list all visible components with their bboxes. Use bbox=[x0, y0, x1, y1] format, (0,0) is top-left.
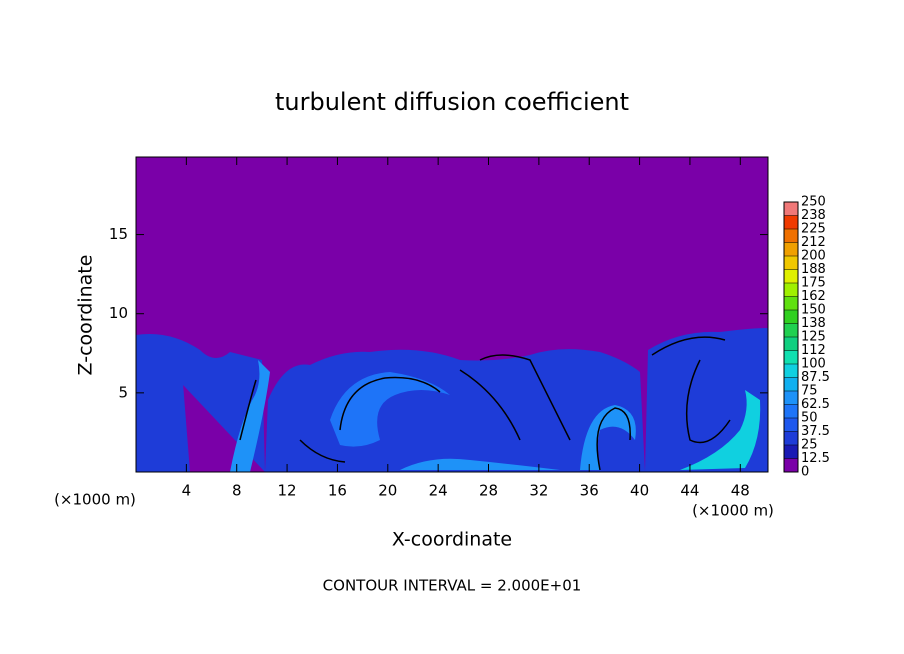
colorbar-label: 150 bbox=[801, 303, 826, 318]
colorbar-label: 100 bbox=[801, 357, 826, 372]
colorbar-label: 75 bbox=[801, 384, 818, 399]
x-unit-left: (×1000 m) bbox=[54, 491, 136, 509]
colorbar-bin bbox=[784, 296, 798, 310]
colorbar-bin bbox=[784, 391, 798, 405]
field-streak bbox=[580, 405, 636, 470]
colorbar-label: 138 bbox=[801, 316, 826, 331]
colorbar-bin bbox=[784, 242, 798, 256]
colorbar-bin bbox=[784, 256, 798, 270]
field-streak bbox=[330, 372, 450, 447]
y-tick-label: 15 bbox=[109, 225, 128, 243]
chart-title: turbulent diffusion coefficient bbox=[275, 88, 629, 116]
x-tick-label: 32 bbox=[529, 482, 548, 500]
colorbar-label: 62.5 bbox=[801, 397, 830, 412]
x-tick-label: 12 bbox=[278, 482, 297, 500]
colorbar-bin bbox=[784, 458, 798, 472]
colorbar-label: 87.5 bbox=[801, 370, 830, 385]
colorbar-label: 225 bbox=[801, 222, 826, 237]
colorbar-bin bbox=[784, 323, 798, 337]
colorbar-bin bbox=[784, 364, 798, 378]
colorbar-bin bbox=[784, 377, 798, 391]
x-axis-label: X-coordinate bbox=[392, 529, 512, 551]
y-tick-label: 10 bbox=[109, 304, 128, 322]
colorbar-bin bbox=[784, 229, 798, 243]
x-tick-label: 28 bbox=[479, 482, 498, 500]
colorbar-bin bbox=[784, 337, 798, 351]
colorbar-label: 112 bbox=[801, 343, 826, 358]
colorbar-label: 25 bbox=[801, 438, 818, 453]
colorbar-label: 175 bbox=[801, 276, 826, 291]
x-tick-label: 48 bbox=[731, 482, 750, 500]
colorbar-bin bbox=[784, 445, 798, 459]
x-tick-label: 24 bbox=[429, 482, 448, 500]
contour-interval: CONTOUR INTERVAL = 2.000E+01 bbox=[323, 577, 582, 595]
colorbar-label: 238 bbox=[801, 208, 826, 223]
x-tick-label: 8 bbox=[232, 482, 242, 500]
colorbar-label: 188 bbox=[801, 262, 826, 277]
y-axis-label: Z-coordinate bbox=[75, 255, 97, 376]
field-streak bbox=[680, 390, 761, 470]
y-tick-label: 5 bbox=[118, 383, 128, 401]
x-tick-label: 16 bbox=[328, 482, 347, 500]
colorbar-label: 212 bbox=[801, 235, 826, 250]
colorbar-label: 0 bbox=[801, 465, 809, 480]
colorbar-label: 50 bbox=[801, 411, 818, 426]
colorbar-label: 250 bbox=[801, 195, 826, 210]
colorbar-bin bbox=[784, 418, 798, 432]
colorbar-bin bbox=[784, 431, 798, 445]
x-tick-label: 36 bbox=[580, 482, 599, 500]
x-tick-label: 4 bbox=[182, 482, 192, 500]
field bbox=[136, 157, 768, 472]
x-tick-label: 44 bbox=[680, 482, 699, 500]
colorbar-label: 162 bbox=[801, 289, 826, 304]
x-unit-right: (×1000 m) bbox=[692, 502, 774, 520]
colorbar-label: 12.5 bbox=[801, 451, 830, 466]
x-tick-label: 40 bbox=[630, 482, 649, 500]
x-tick-label: 20 bbox=[378, 482, 397, 500]
colorbar-bin bbox=[784, 215, 798, 229]
colorbar-bin bbox=[784, 202, 798, 216]
field-streak bbox=[400, 458, 560, 470]
field-streak bbox=[230, 360, 270, 472]
field-region bbox=[136, 334, 265, 472]
colorbar-label: 125 bbox=[801, 330, 826, 345]
colorbar-bin bbox=[784, 404, 798, 418]
colorbar-label: 37.5 bbox=[801, 424, 830, 439]
contour-line bbox=[239, 336, 731, 471]
plot-frame bbox=[135, 156, 769, 473]
colorbar-bin bbox=[784, 310, 798, 324]
colorbar-label: 200 bbox=[801, 249, 826, 264]
colorbar-bin bbox=[784, 283, 798, 297]
colorbar-bin bbox=[784, 350, 798, 364]
colorbar-bin bbox=[784, 269, 798, 283]
